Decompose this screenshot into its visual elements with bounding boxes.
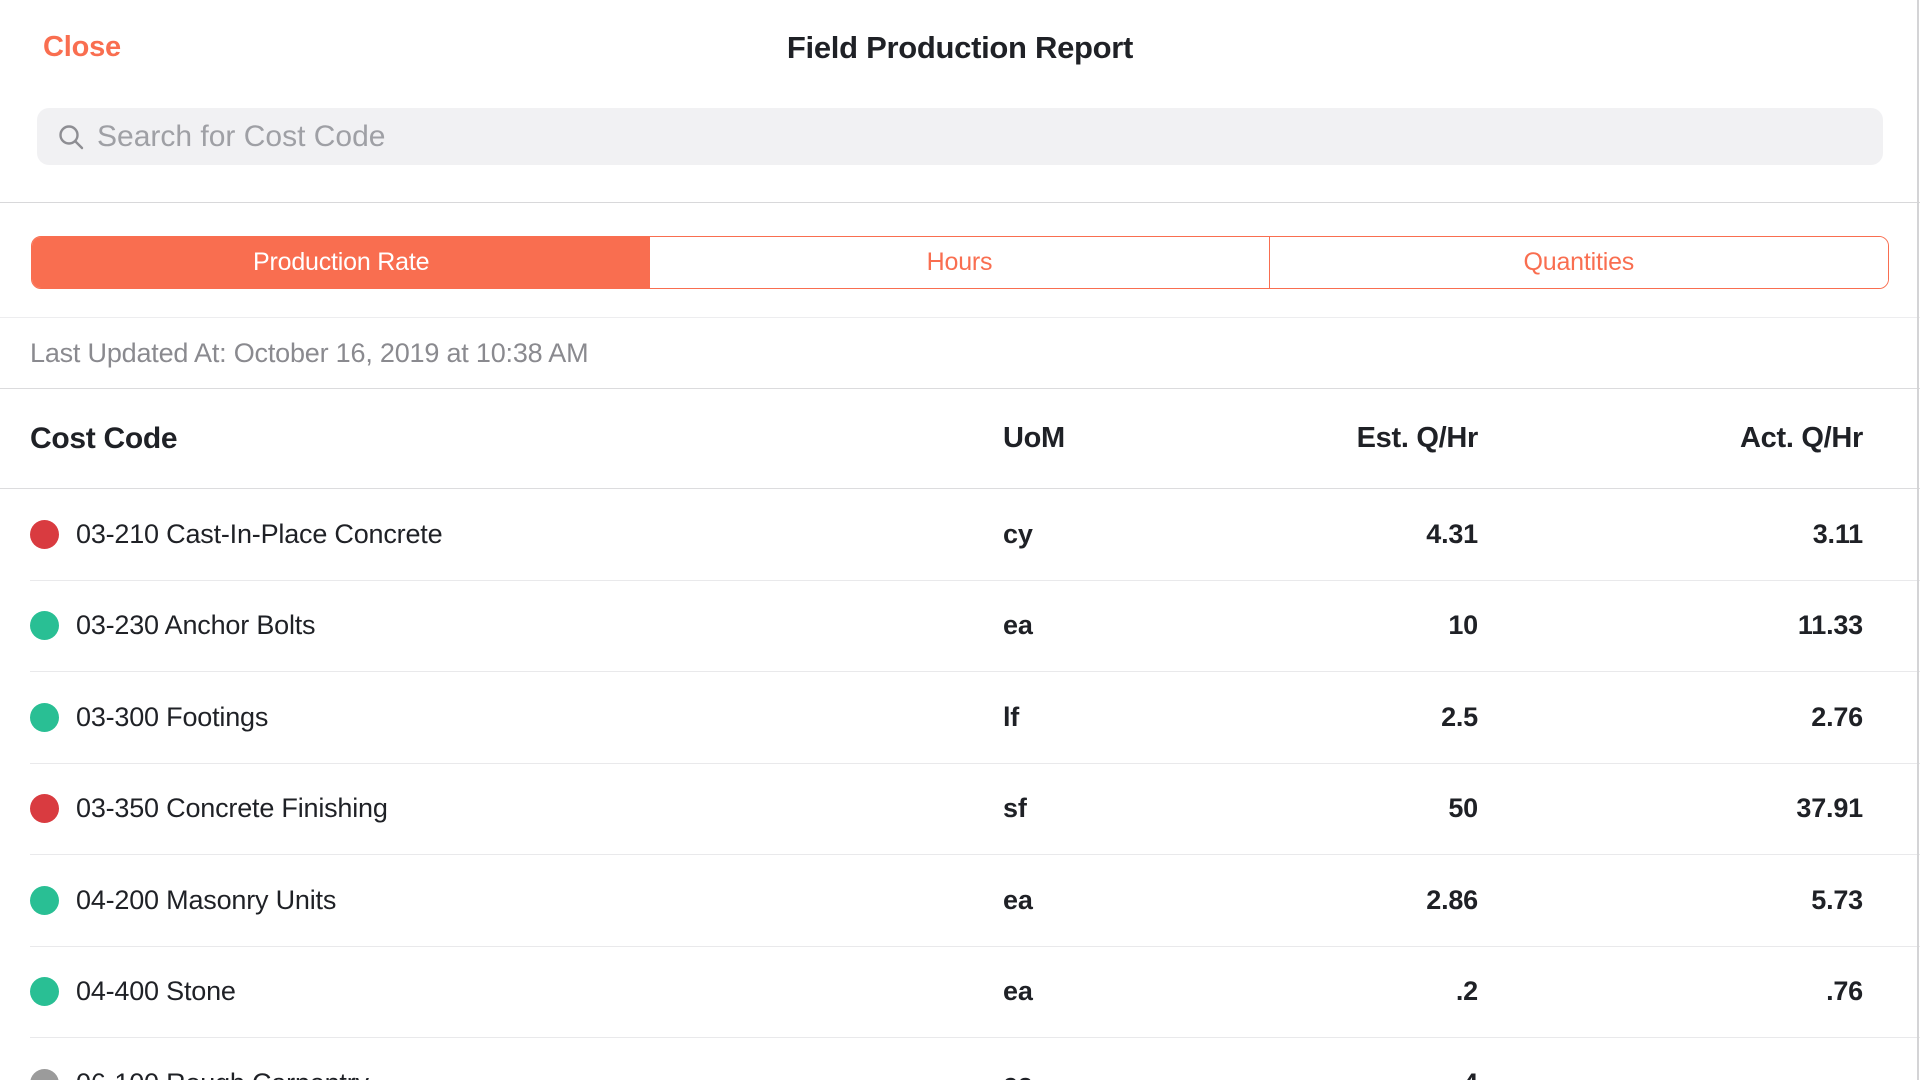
nav-bar: Close Field Production Report <box>0 0 1920 108</box>
uom-value: ea <box>1003 976 1033 1007</box>
table-row[interactable]: 04-400 Stone ea .2 .76 <box>30 947 1920 1038</box>
est-qhr-value: 10 <box>1448 610 1478 641</box>
tabs-section: Production Rate Hours Quantities <box>0 203 1920 318</box>
act-qhr-value: 37.91 <box>1796 793 1863 824</box>
uom-value: lf <box>1003 701 1020 732</box>
act-qhr-value: .76 <box>1826 976 1863 1007</box>
cost-code-cell: 04-400 Stone <box>30 976 1003 1007</box>
table-row[interactable]: 06-100 Rough Carpentry ea .4 <box>30 1038 1920 1080</box>
act-qhr-value: 5.73 <box>1811 884 1863 915</box>
tab-quantities[interactable]: Quantities <box>1268 237 1888 288</box>
table-row[interactable]: 03-300 Footings lf 2.5 2.76 <box>30 672 1920 764</box>
cost-code-cell: 06-100 Rough Carpentry <box>30 1068 1003 1080</box>
column-header-act-qhr: Act. Q/Hr <box>1740 422 1863 454</box>
table-row[interactable]: 03-350 Concrete Finishing sf 50 37.91 <box>30 764 1920 855</box>
close-button[interactable]: Close <box>43 31 121 63</box>
page-title: Field Production Report <box>786 30 1134 65</box>
table-row[interactable]: 04-200 Masonry Units ea 2.86 5.73 <box>30 855 1920 947</box>
column-header-uom: UoM <box>1003 422 1065 454</box>
cost-code-label: 03-300 Footings <box>76 701 269 732</box>
cost-code-label: 06-100 Rough Carpentry <box>76 1068 369 1080</box>
column-header-cost-code: Cost Code <box>30 421 178 455</box>
table-row[interactable]: 03-210 Cast-In-Place Concrete cy 4.31 3.… <box>30 489 1920 581</box>
est-qhr-value: .4 <box>1093 1068 1478 1080</box>
cost-code-label: 04-400 Stone <box>76 976 236 1007</box>
search-bar[interactable] <box>37 108 1883 165</box>
search-input[interactable] <box>97 119 1863 154</box>
uom-value: ea <box>1003 1068 1093 1080</box>
cost-code-label: 03-210 Cast-In-Place Concrete <box>76 518 443 549</box>
cost-code-cell: 03-300 Footings <box>30 702 1003 733</box>
uom-value: cy <box>1003 518 1033 549</box>
last-updated-text: Last Updated At: October 16, 2019 at 10:… <box>0 318 1920 389</box>
status-dot-icon <box>30 794 59 824</box>
cost-code-label: 03-230 Anchor Bolts <box>76 610 316 641</box>
screen-edge-divider <box>1917 0 1919 1080</box>
tab-hours[interactable]: Hours <box>650 237 1269 288</box>
status-dot-icon <box>30 611 59 641</box>
uom-value: ea <box>1003 610 1033 641</box>
est-qhr-value: 4.31 <box>1426 518 1478 549</box>
table-body: 03-210 Cast-In-Place Concrete cy 4.31 3.… <box>0 489 1920 1080</box>
column-header-est-qhr: Est. Q/Hr <box>1356 422 1479 454</box>
section-divider <box>0 202 1920 203</box>
table-row[interactable]: 03-230 Anchor Bolts ea 10 11.33 <box>30 581 1920 672</box>
status-dot-icon <box>30 885 59 915</box>
cost-code-cell: 04-200 Masonry Units <box>30 885 1003 916</box>
act-qhr-value: 3.11 <box>1812 518 1863 549</box>
est-qhr-value: .2 <box>1455 976 1478 1007</box>
status-dot-icon <box>30 1068 59 1080</box>
uom-value: ea <box>1003 884 1033 915</box>
cost-code-cell: 03-210 Cast-In-Place Concrete <box>30 519 1003 550</box>
table-header: Cost Code UoM Est. Q/Hr Act. Q/Hr <box>0 389 1920 489</box>
act-qhr-value: 11.33 <box>1797 610 1863 641</box>
cost-code-cell: 03-230 Anchor Bolts <box>30 610 1003 641</box>
cost-code-cell: 03-350 Concrete Finishing <box>30 793 1003 824</box>
status-dot-icon <box>30 977 59 1007</box>
est-qhr-value: 2.5 <box>1441 701 1478 732</box>
act-qhr-value: 2.76 <box>1811 701 1863 732</box>
uom-value: sf <box>1003 793 1027 824</box>
segmented-control: Production Rate Hours Quantities <box>31 236 1889 289</box>
tab-production-rate[interactable]: Production Rate <box>32 237 651 288</box>
est-qhr-value: 2.86 <box>1426 884 1478 915</box>
search-icon <box>59 124 84 149</box>
est-qhr-value: 50 <box>1448 793 1478 824</box>
status-dot-icon <box>30 519 59 549</box>
status-dot-icon <box>30 702 59 732</box>
cost-code-label: 04-200 Masonry Units <box>76 884 337 915</box>
cost-code-label: 03-350 Concrete Finishing <box>76 793 388 824</box>
